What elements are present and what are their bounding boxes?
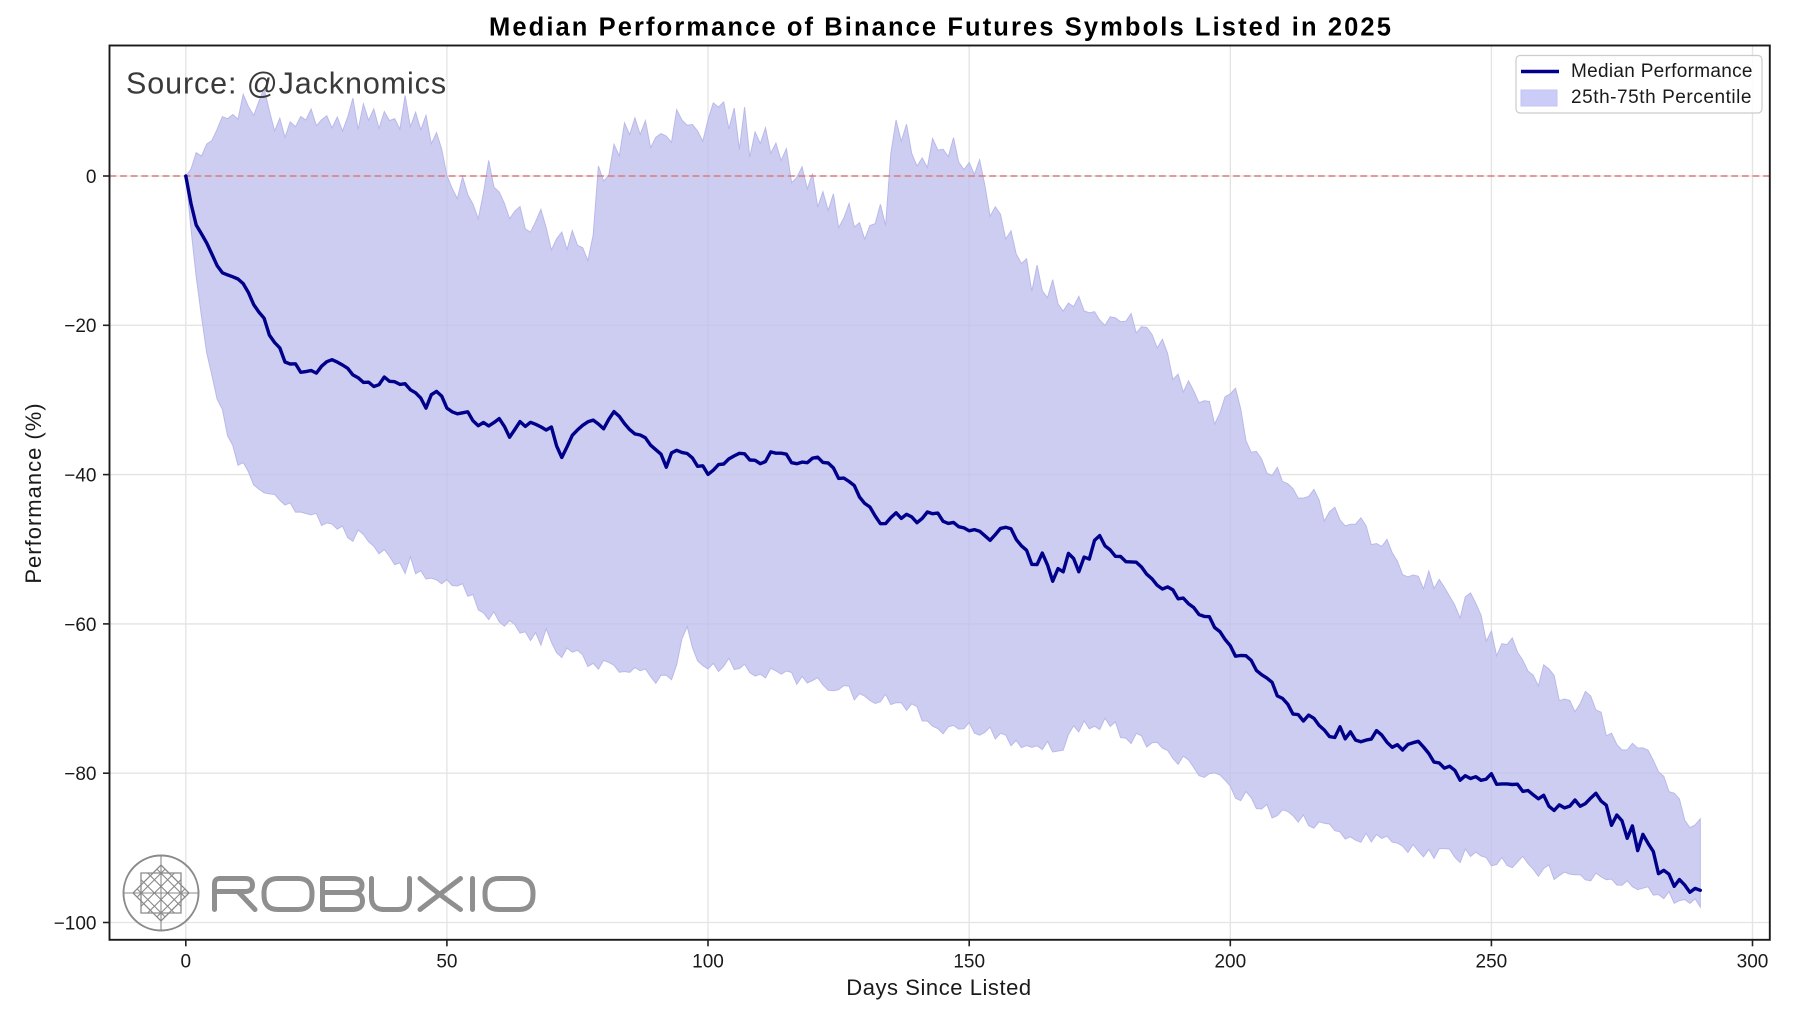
svg-text:−60: −60 xyxy=(64,615,96,636)
svg-text:Days Since Listed: Days Since Listed xyxy=(846,975,1031,1000)
svg-text:0: 0 xyxy=(86,167,97,188)
svg-text:Median Performance of Binance: Median Performance of Binance Futures Sy… xyxy=(489,14,1393,42)
svg-text:150: 150 xyxy=(953,952,985,973)
svg-text:−80: −80 xyxy=(64,764,96,785)
svg-text:Median Performance: Median Performance xyxy=(1571,61,1753,82)
svg-text:Source: @Jacknomics: Source: @Jacknomics xyxy=(126,67,447,101)
svg-text:25th-75th Percentile: 25th-75th Percentile xyxy=(1571,87,1752,108)
svg-text:−20: −20 xyxy=(64,316,96,337)
svg-text:200: 200 xyxy=(1214,952,1246,973)
svg-text:250: 250 xyxy=(1476,952,1508,973)
svg-text:Performance (%): Performance (%) xyxy=(21,402,46,583)
svg-text:−100: −100 xyxy=(54,913,97,934)
svg-text:−40: −40 xyxy=(64,466,96,487)
svg-text:100: 100 xyxy=(692,952,724,973)
svg-text:0: 0 xyxy=(181,952,192,973)
svg-text:300: 300 xyxy=(1737,952,1769,973)
svg-text:50: 50 xyxy=(436,952,457,973)
